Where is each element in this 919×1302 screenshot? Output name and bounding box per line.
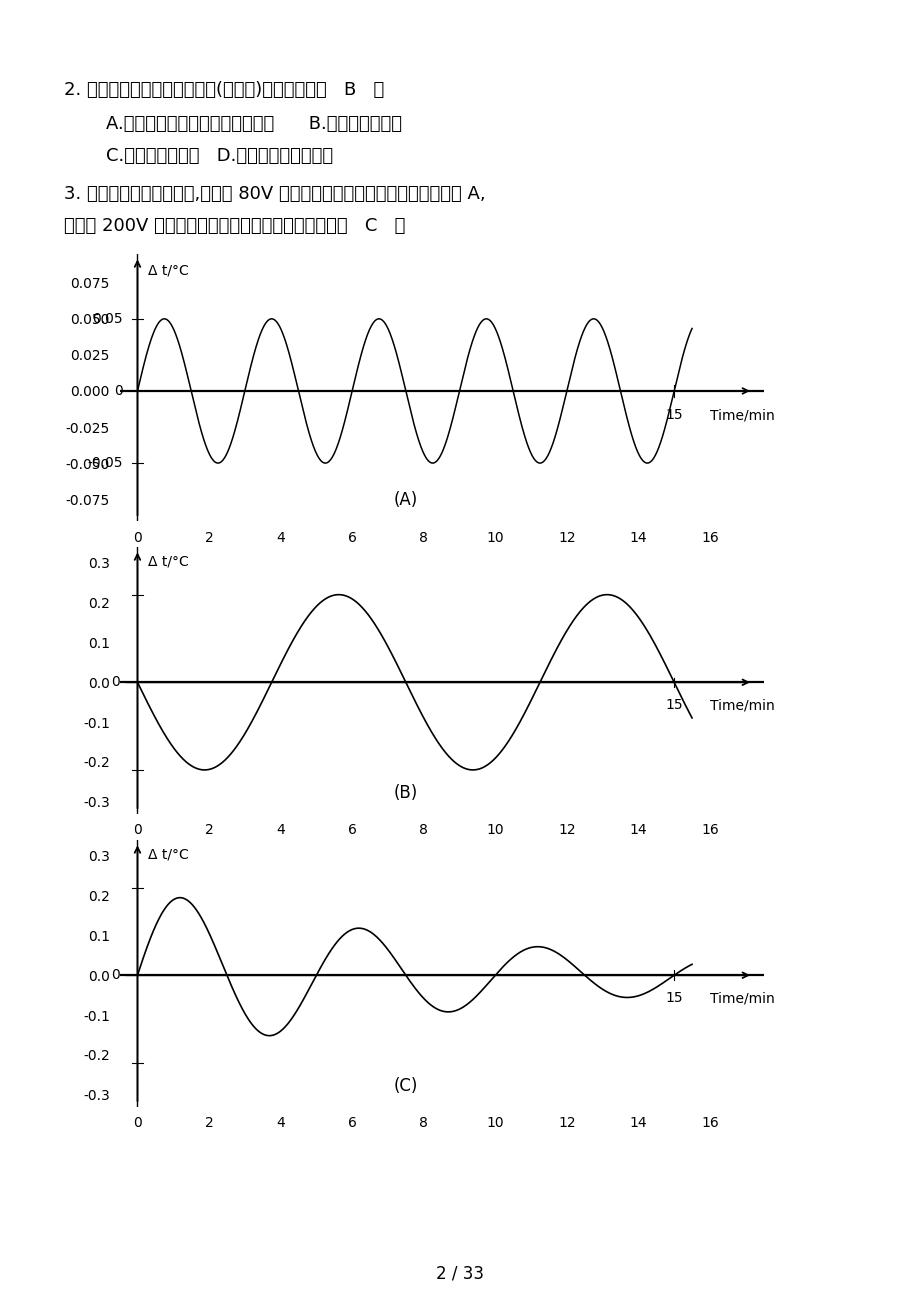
Text: Δ t/°C: Δ t/°C <box>148 848 188 862</box>
Text: (C): (C) <box>393 1077 417 1095</box>
Text: Δ t/°C: Δ t/°C <box>148 264 188 279</box>
Text: 0: 0 <box>110 969 119 982</box>
Text: 0.05: 0.05 <box>93 311 123 326</box>
Text: 15: 15 <box>664 698 682 712</box>
Text: C.只能用于测温；   D.控制加热器的功率。: C.只能用于测温； D.控制加热器的功率。 <box>83 147 333 165</box>
Text: Δ t/°C: Δ t/°C <box>148 555 188 569</box>
Text: 0: 0 <box>110 676 119 689</box>
Text: Time/min: Time/min <box>709 991 774 1005</box>
Text: A.既作测温使用，又作控温使用；      B.只能用作控温；: A.既作测温使用，又作控温使用； B.只能用作控温； <box>83 115 402 133</box>
Text: 15: 15 <box>664 409 682 422</box>
Text: 15: 15 <box>664 991 682 1005</box>
Text: 那么在 200V 加热电压下的灵敏度曲线最有可能是：（   C   ）: 那么在 200V 加热电压下的灵敏度曲线最有可能是：（ C ） <box>64 217 405 236</box>
Text: 2. 恒温槽中的水銀接点温度计(导电表)的作用是：（   B   ）: 2. 恒温槽中的水銀接点温度计(导电表)的作用是：（ B ） <box>64 81 384 99</box>
Text: Time/min: Time/min <box>709 409 774 422</box>
Text: 3. 恒温槽在某温度下恒温,如果用 80V 加热电压下测得其灵敏度曲线如以下图 A,: 3. 恒温槽在某温度下恒温,如果用 80V 加热电压下测得其灵敏度曲线如以下图 … <box>64 185 485 203</box>
Text: 2 / 33: 2 / 33 <box>436 1264 483 1282</box>
Text: Time/min: Time/min <box>709 698 774 712</box>
Text: 0: 0 <box>114 384 123 398</box>
Text: (A): (A) <box>393 491 417 509</box>
Text: (B): (B) <box>393 784 417 802</box>
Text: -0.05: -0.05 <box>87 456 123 470</box>
